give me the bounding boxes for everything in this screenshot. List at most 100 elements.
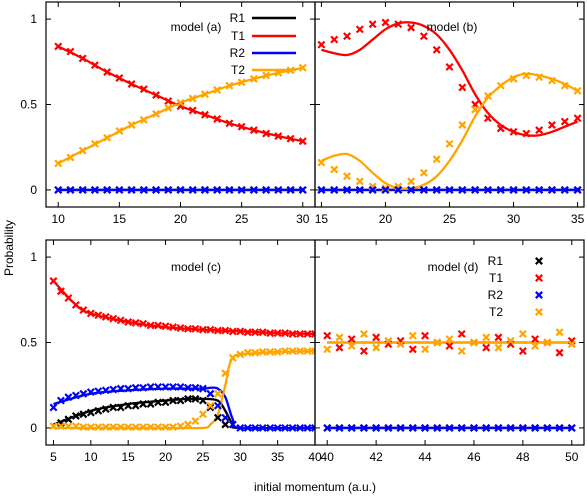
data-point-t2 <box>421 345 430 354</box>
data-point-t1 <box>213 326 222 335</box>
series-line-t1 <box>321 21 579 137</box>
data-point-t1 <box>483 114 492 123</box>
data-point-t1 <box>535 126 544 135</box>
data-point-r2 <box>372 423 381 432</box>
data-point-r2 <box>445 185 454 194</box>
data-point-t1 <box>372 333 381 342</box>
data-point-t1 <box>298 137 307 146</box>
data-point-t2 <box>64 422 73 431</box>
data-point-r2 <box>86 388 95 397</box>
data-point-r2 <box>139 185 148 194</box>
data-point-r2 <box>103 185 112 194</box>
data-point-r2 <box>531 423 540 432</box>
data-point-t2 <box>547 76 556 85</box>
data-point-t2 <box>457 347 466 356</box>
data-point-t2 <box>176 98 185 107</box>
panel-3-ticks: 5 10 15 20 25 30 35 40 0 0.5 1 <box>20 240 322 464</box>
series-line-t1 <box>57 45 304 143</box>
data-point-r2 <box>49 403 58 412</box>
data-point-t2 <box>359 329 368 338</box>
data-point-r2 <box>221 413 230 422</box>
data-point-r2 <box>408 423 417 432</box>
data-point-t1 <box>101 312 110 321</box>
data-point-r1 <box>131 401 140 410</box>
legend-bottom-swatch-r1 <box>535 257 543 265</box>
panel-1-plot <box>54 42 307 194</box>
x-tick-label: 20 <box>379 212 393 226</box>
data-point-t2 <box>273 347 282 356</box>
data-point-r1 <box>221 420 230 429</box>
x-tick-label: 35 <box>571 212 585 226</box>
x-tick-label: 25 <box>235 212 249 226</box>
data-point-t2 <box>496 81 505 90</box>
series-points-r2 <box>317 185 582 194</box>
data-point-t2 <box>317 158 326 167</box>
data-point-t1 <box>200 110 209 119</box>
data-point-t1 <box>281 329 290 338</box>
data-point-t1 <box>335 343 344 352</box>
panel-2: 15 20 25 30 35 model (b) <box>314 1 585 226</box>
data-point-r2 <box>124 384 133 393</box>
x-tick-label: 35 <box>271 450 285 464</box>
data-point-r2 <box>281 423 290 432</box>
data-point-r1 <box>94 406 103 415</box>
data-point-t2 <box>509 74 518 83</box>
data-point-t2 <box>139 115 148 124</box>
data-point-r2 <box>482 423 491 432</box>
legend-bottom-label-t2: T2 <box>489 305 503 319</box>
data-point-r1 <box>139 400 148 408</box>
data-point-t2 <box>483 91 492 100</box>
data-point-t2 <box>66 153 75 162</box>
x-tick-label: 42 <box>369 450 383 464</box>
data-point-r1 <box>79 410 88 419</box>
data-point-t2 <box>164 103 173 112</box>
data-point-r2 <box>161 382 170 391</box>
panel-4-frame <box>314 239 585 446</box>
data-point-t1 <box>445 341 454 350</box>
data-point-t1 <box>66 47 75 56</box>
data-point-t2 <box>543 338 552 347</box>
data-point-t1 <box>71 300 80 309</box>
data-point-t2 <box>458 121 467 129</box>
data-point-t2 <box>131 423 140 432</box>
data-point-r2 <box>469 423 478 432</box>
data-point-r1 <box>101 405 110 414</box>
data-point-r1 <box>154 398 163 407</box>
data-point-r2 <box>79 389 88 398</box>
data-point-t1 <box>164 97 173 106</box>
data-point-t1 <box>445 62 454 71</box>
data-point-t2 <box>101 423 110 432</box>
legend-top: R1 T1 R2 T2 <box>230 11 296 77</box>
x-tick-label: 30 <box>507 212 521 226</box>
data-point-t1 <box>79 306 88 315</box>
series-points-t2 <box>317 71 582 193</box>
y-tick-label: 1 <box>30 250 37 264</box>
data-point-r2 <box>506 423 515 432</box>
data-point-r2 <box>152 185 161 194</box>
panel-2-ticks: 15 20 25 30 35 <box>315 2 585 226</box>
data-point-r2 <box>115 185 124 194</box>
legend-top-label-r1: R1 <box>230 11 246 25</box>
data-point-t1 <box>509 127 518 136</box>
data-point-t1 <box>573 114 582 123</box>
x-tick-label: 15 <box>315 212 329 226</box>
panel-4-title: model (d) <box>428 260 479 274</box>
data-point-t2 <box>469 338 478 347</box>
series-points-r1 <box>56 394 230 429</box>
data-point-t1 <box>419 32 428 41</box>
x-tick-label: 50 <box>565 450 579 464</box>
data-point-r1 <box>169 396 178 405</box>
data-point-t1 <box>169 323 178 332</box>
data-point-r2 <box>200 185 209 194</box>
data-point-t1 <box>116 316 125 325</box>
x-tick-label: 25 <box>443 212 457 226</box>
data-point-r2 <box>94 387 103 396</box>
data-point-t1 <box>531 335 540 344</box>
data-point-t1 <box>64 294 73 303</box>
panel-1-title: model (a) <box>171 20 222 34</box>
data-point-r2 <box>169 382 178 391</box>
data-point-r2 <box>518 423 527 432</box>
data-point-r2 <box>176 382 185 391</box>
data-point-t2 <box>94 423 103 432</box>
